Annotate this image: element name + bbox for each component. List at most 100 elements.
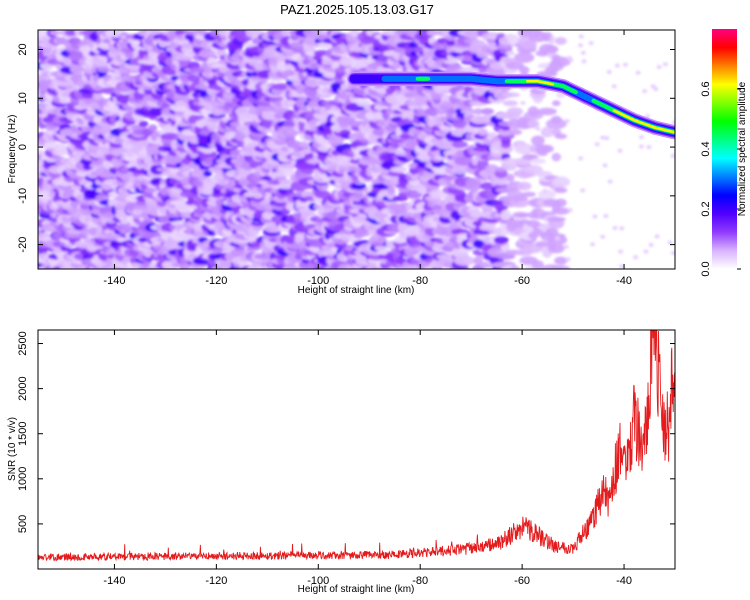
spectrogram-cell <box>516 181 532 191</box>
spectrogram-cell <box>374 245 390 252</box>
spectrogram-cell <box>578 156 584 161</box>
y-tick-label: 500 <box>17 515 29 533</box>
spectrogram-cell <box>614 63 620 68</box>
colorbar-ticks: 0.0 0.2 0.4 0.6 <box>700 81 741 277</box>
colorbar-gradient <box>712 29 737 269</box>
colorbar-tick-label: 0.0 <box>700 261 712 276</box>
spectrogram-cell <box>477 128 488 137</box>
spectrogram-cell <box>600 234 606 239</box>
spectrogram-cell <box>451 228 469 235</box>
spectrogram-cell <box>617 148 623 153</box>
spectrogram-x-ticks: -140 -120 -100 -80 -60 -40 <box>103 30 632 287</box>
y-tick-label: -10 <box>17 188 29 204</box>
spectrogram-cell <box>473 255 483 266</box>
spectrogram-cell <box>554 133 568 140</box>
spectrogram-cell <box>548 243 565 254</box>
spectrogram-cell <box>541 31 553 42</box>
spectrogram-cell <box>590 242 596 247</box>
spectrogram-cell <box>502 100 518 107</box>
spectrogram-cell <box>334 67 347 73</box>
x-tick-label: -80 <box>412 275 428 287</box>
y-tick-label: 2000 <box>17 376 29 400</box>
spectrogram-cell <box>546 216 566 222</box>
spectrogram-cell <box>592 214 598 219</box>
spectrogram-cell <box>580 188 586 193</box>
spectrogram-cell <box>226 61 245 70</box>
spectrogram-cell <box>169 179 183 185</box>
y-tick-label: 0 <box>17 144 29 150</box>
spectrogram-cell <box>535 240 550 248</box>
snr-y-ticks: 500 1000 1500 2000 2500 <box>17 331 675 533</box>
figure-title: PAZ1.2025.105.13.03.G17 <box>280 2 434 17</box>
spectrogram-cell <box>518 66 530 74</box>
spectrogram-cell <box>567 208 573 212</box>
spectrogram-cell <box>351 182 367 190</box>
spectrogram-cell <box>545 118 567 130</box>
spectrogram-cell <box>520 101 526 105</box>
colorbar-tick-label: 0.2 <box>700 201 712 216</box>
spectrogram-cell <box>612 225 618 230</box>
spectrogram-cell <box>639 135 644 140</box>
spectrogram-cell <box>619 226 625 231</box>
spectrogram-cells <box>38 30 675 269</box>
x-tick-label: -140 <box>103 275 125 287</box>
spectrogram-cell <box>514 52 535 63</box>
spectrogram-cell <box>542 188 548 193</box>
spectrogram-cell <box>238 240 251 248</box>
x-tick-label: -80 <box>412 575 428 587</box>
spectrogram-cell <box>387 185 396 195</box>
spectrogram-cell <box>199 48 216 59</box>
spectrogram-cell <box>511 195 528 202</box>
x-tick-label: -40 <box>616 275 632 287</box>
spectrogram-cell <box>537 107 557 116</box>
spectrogram-cell <box>392 195 408 202</box>
spectrogram-cell <box>650 84 656 89</box>
y-tick-label: 1000 <box>17 467 29 491</box>
x-tick-label: -60 <box>514 575 530 587</box>
snr-series-line <box>38 330 675 562</box>
spectrogram-cell <box>555 236 560 241</box>
spectrogram-cell <box>578 43 584 48</box>
spectrogram-cell <box>314 190 331 199</box>
y-tick-label: 1500 <box>17 421 29 445</box>
spectrogram-cell <box>494 183 508 189</box>
spectrogram-cell <box>633 255 639 260</box>
spectrogram-cell <box>541 228 547 233</box>
spectrogram-cell <box>551 152 561 162</box>
spectrogram-cell <box>646 145 652 150</box>
y-tick-label: -20 <box>17 237 29 253</box>
snr-y-axis-title: SNR (10 * v/v) <box>7 417 18 481</box>
spectrogram-cell <box>656 65 662 70</box>
spectrogram-cell <box>501 157 519 165</box>
spectrogram-cell <box>551 176 571 188</box>
spectrogram-cell <box>550 36 556 41</box>
x-tick-label: -120 <box>205 275 227 287</box>
spectrogram-cell <box>548 132 554 137</box>
spectrogram-cell <box>506 107 524 116</box>
snr-frame <box>37 329 676 570</box>
colorbar-label: Normalized spectral amplitude <box>737 81 748 216</box>
spectrogram-cell <box>480 108 495 115</box>
colorbar: 0.0 0.2 0.4 0.6 Normalized spectral amplitu… <box>700 29 748 277</box>
spectrogram-cell <box>531 260 544 269</box>
spectrogram-cell <box>506 173 515 182</box>
spectrogram-cell <box>349 30 360 38</box>
spectrogram-cell <box>452 119 468 129</box>
spectrogram-cell <box>622 62 628 67</box>
spectrogram-cell <box>489 62 504 70</box>
spectrogram-cell <box>339 129 351 135</box>
spectrogram-cell <box>462 257 476 264</box>
spectrogram-cell <box>507 129 523 136</box>
spectrogram-cell <box>594 142 600 147</box>
spectrogram-cell <box>500 209 512 221</box>
spectrogram-cell <box>603 213 609 218</box>
spectrogram-cell <box>550 115 562 124</box>
spectrogram-cell <box>531 135 545 146</box>
spectrogram-cell <box>538 189 557 199</box>
spectrogram-cell <box>566 55 572 60</box>
spectrogram-cell <box>138 120 149 127</box>
x-tick-label: -40 <box>616 575 632 587</box>
spectrogram-cell <box>429 189 445 200</box>
spectrogram-cell <box>271 83 291 90</box>
spectrogram-cell <box>540 144 554 153</box>
